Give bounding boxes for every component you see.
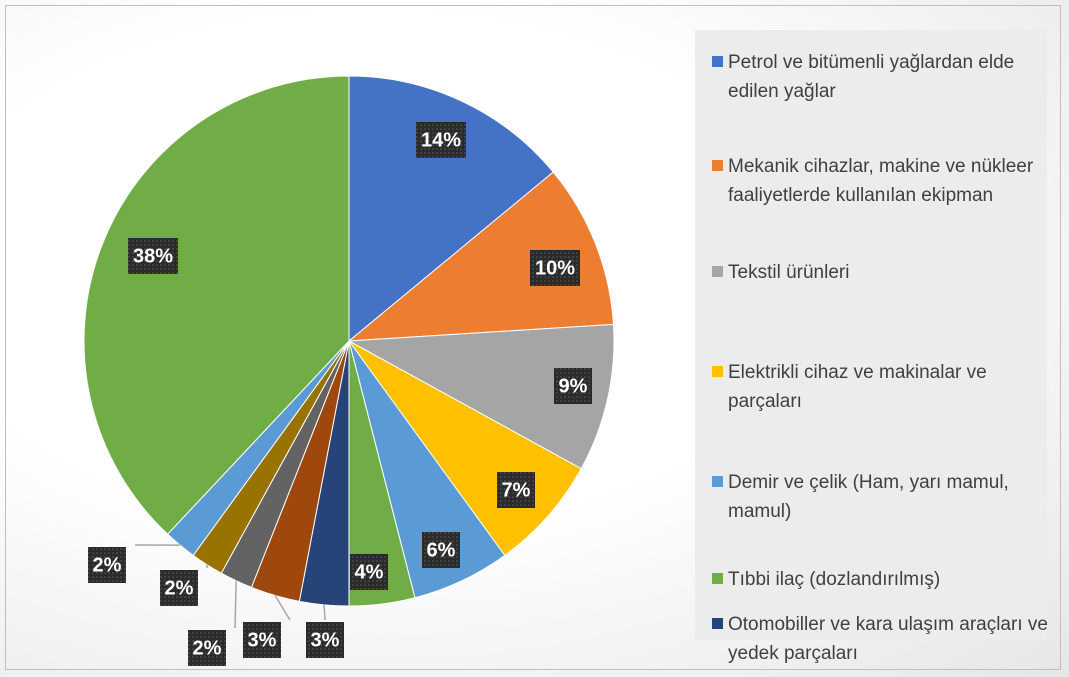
legend-label: Tıbbi ilaç (dozlandırılmış): [728, 569, 941, 590]
data-label: 9%: [559, 375, 588, 397]
data-label-box: [497, 472, 535, 508]
chart-frame: [5, 5, 1061, 670]
data-label: 2%: [193, 637, 222, 659]
data-label: 6%: [427, 539, 456, 561]
data-label-box: [128, 238, 178, 274]
leader-line: [234, 580, 237, 629]
legend-swatch: [712, 366, 723, 377]
legend-swatch: [712, 476, 723, 487]
leader-line: [323, 604, 326, 621]
data-label-box: [554, 368, 592, 404]
leader-line: [274, 595, 291, 621]
data-label: 14%: [421, 129, 461, 151]
data-label-box: [243, 622, 281, 658]
legend-label: Mekanik cihazlar, makine ve nükleer faal…: [728, 156, 1034, 206]
data-label: 3%: [311, 629, 340, 651]
legend-label: Elektrikli cihaz ve makinalar ve parçala…: [728, 362, 987, 412]
data-label-box: [422, 532, 460, 568]
pie-slice: [347, 171, 615, 342]
legend-swatch: [712, 160, 723, 171]
pie-slice: [347, 323, 615, 470]
legend-swatch: [712, 56, 723, 67]
pie-slice: [348, 75, 554, 343]
legend-label: Petrol ve bitümenli yağlardan elde edile…: [728, 52, 1015, 102]
data-label-box: [530, 250, 580, 286]
legend-label: Tekstil ürünleri: [728, 262, 850, 283]
data-label-box: [160, 570, 198, 606]
data-label: 2%: [165, 577, 194, 599]
data-label-box: [350, 554, 388, 590]
legend-swatch: [712, 266, 723, 277]
data-label: 38%: [133, 245, 173, 267]
data-label: 3%: [248, 629, 277, 651]
data-label-box: [306, 622, 344, 658]
legend-swatch: [712, 573, 723, 584]
legend-label: Demir ve çelik (Ham, yarı mamul, mamul): [728, 472, 1009, 522]
data-label-box: [416, 122, 466, 158]
data-label-box: [188, 630, 226, 666]
data-label-box: [88, 547, 126, 583]
legend: [695, 30, 1047, 640]
legend-swatch: [712, 618, 723, 629]
pie-slice: [83, 75, 350, 535]
data-label: 4%: [355, 561, 384, 583]
data-label: 7%: [502, 479, 531, 501]
data-label: 10%: [535, 257, 575, 279]
data-label: 2%: [93, 554, 122, 576]
legend-label: Otomobiller ve kara ulaşım araçları ve y…: [728, 614, 1048, 664]
